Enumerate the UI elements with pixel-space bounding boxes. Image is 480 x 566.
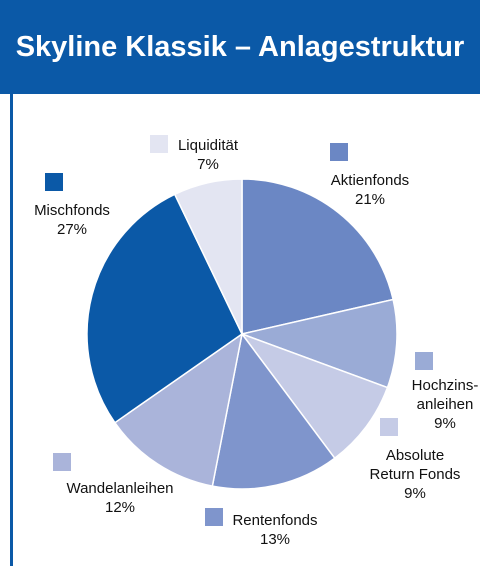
legend-swatch bbox=[205, 508, 223, 526]
value-label: 13% bbox=[259, 531, 291, 548]
pie-slice bbox=[211, 332, 336, 490]
category-label: Mischfonds bbox=[34, 202, 110, 219]
value-label: 27% bbox=[56, 221, 88, 238]
legend-swatch bbox=[380, 418, 398, 436]
legend-swatch bbox=[330, 143, 348, 161]
pie-slice bbox=[241, 178, 395, 335]
category-label: Absolute Return Fonds bbox=[369, 447, 461, 483]
slice-label: Hochzins- anleihen 9% bbox=[365, 376, 480, 433]
legend-swatch bbox=[45, 173, 63, 191]
category-label: Rentenfonds bbox=[232, 512, 318, 529]
pie-slice bbox=[113, 332, 244, 488]
pie-slice bbox=[86, 193, 243, 424]
slice-label: Rentenfonds 13% bbox=[195, 511, 355, 549]
value-label: 21% bbox=[354, 191, 386, 208]
pie-slice bbox=[239, 298, 398, 389]
pie-slice bbox=[173, 178, 243, 335]
slice-label: Mischfonds 27% bbox=[0, 201, 152, 239]
header-band bbox=[0, 0, 480, 94]
slice-label: Wandelanleihen 12% bbox=[40, 479, 200, 517]
side-rule bbox=[10, 94, 13, 566]
chart-title: Skyline Klassik – Anlagestruktur bbox=[15, 31, 465, 63]
slice-label: Liquidität 7% bbox=[128, 136, 288, 174]
value-label: 7% bbox=[197, 156, 219, 173]
slice-label: Aktienfonds 21% bbox=[290, 171, 450, 209]
legend-swatch bbox=[415, 352, 433, 370]
legend-swatch bbox=[150, 135, 168, 153]
category-label: Hochzins- anleihen bbox=[411, 377, 479, 413]
value-label: 9% bbox=[404, 485, 426, 502]
category-label: Liquidität bbox=[177, 137, 239, 154]
value-label: 9% bbox=[434, 415, 456, 432]
category-label: Aktienfonds bbox=[330, 172, 410, 189]
pie-slice bbox=[239, 332, 389, 460]
legend-swatch bbox=[53, 453, 71, 471]
value-label: 12% bbox=[104, 499, 136, 516]
category-label: Wandelanleihen bbox=[66, 480, 174, 497]
slice-label: Absolute Return Fonds 9% bbox=[335, 446, 480, 503]
